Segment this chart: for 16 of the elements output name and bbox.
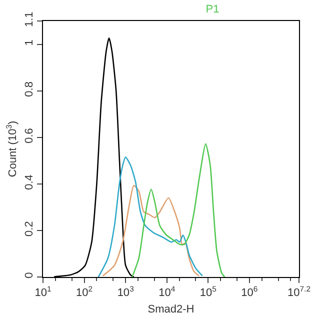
y-tick-label: 1.1 [24, 12, 36, 27]
x-tick-label: 10$^{3}$ [117, 284, 134, 300]
x-tick-label: 10$^{7.2}$ [288, 284, 310, 300]
x-tick-label: 10$^{5}$ [200, 284, 216, 300]
x-axis-title: Smad2-H [148, 303, 194, 316]
y-tick-label: 1 [24, 40, 36, 46]
x-tick-label: 10$^{1}$ [34, 284, 52, 300]
y-tick-label: 0.6 [24, 128, 36, 144]
x-tick-label: 10$^{6}$ [241, 284, 258, 300]
y-tick-label: 0 [24, 272, 36, 278]
y-tick-label: 0.2 [24, 221, 36, 236]
y-tick-label: 0.8 [24, 82, 36, 97]
chart-title: P1 [206, 4, 220, 16]
x-tick-label: 10$^{4}$ [158, 284, 176, 300]
x-tick-label: 10$^{2}$ [76, 284, 93, 300]
y-tick-label: 0.4 [24, 174, 36, 190]
